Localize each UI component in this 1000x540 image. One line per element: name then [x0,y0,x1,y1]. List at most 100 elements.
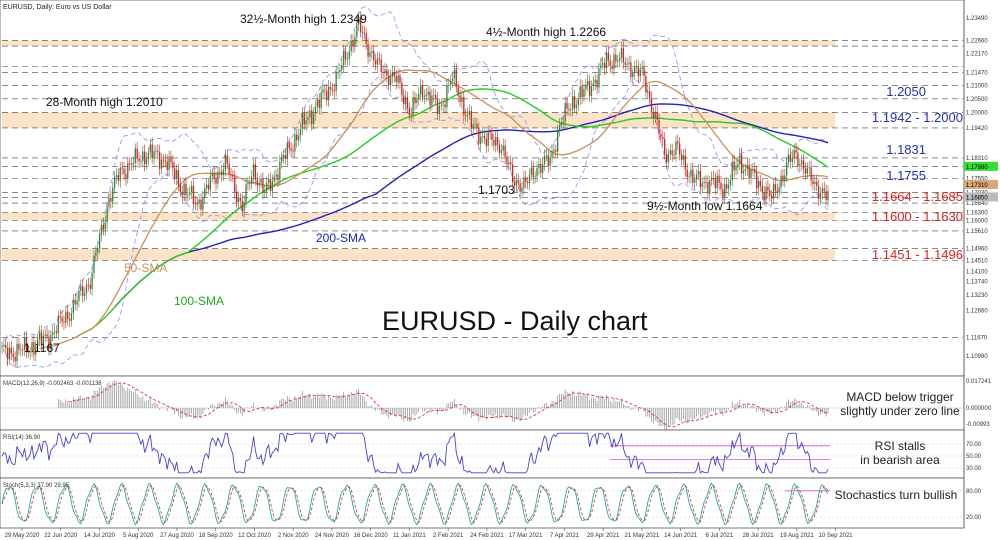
candle-body [802,160,805,169]
candle-body [761,185,763,193]
candle-body [85,284,88,294]
candle-body [194,202,197,204]
candle-body [296,134,298,141]
candle-body [123,168,125,175]
candle-body [83,293,86,296]
candle-body [703,182,705,184]
candle-body [209,175,212,190]
candle-body [603,63,606,69]
candle-body [714,178,717,189]
price-tick-label: 1.16640 [966,201,988,207]
candle-body [61,317,63,322]
annotation-low-1703: 1.1703 [478,183,515,197]
candle-body [264,191,266,193]
date-tick-label: 22 Jun 2020 [44,533,78,539]
candle-body [95,252,97,256]
candle-body [267,178,270,183]
price-tick-label: 1.22170 [966,52,988,58]
candle-body [380,59,382,73]
candle-body [774,184,777,191]
sma200-label: 200-SMA [316,231,366,245]
candle-body [21,349,24,351]
candle-body [684,155,686,170]
sma100-price-tag: 1.17980 [966,165,988,171]
candle-body [583,89,585,97]
candle-body [134,148,136,163]
candle-body [91,272,93,289]
candle-body [414,97,416,104]
candle-body [290,148,292,151]
candle-body [540,163,542,173]
price-tick-label: 1.21470 [966,71,988,77]
candle-body [406,97,409,108]
level-label-11600-11630: 1.1600 - 1.1630 [872,209,963,224]
candle-body [673,154,675,156]
candle-body [168,156,170,170]
price-tick-label: 1.16000 [966,218,988,224]
candle-body [363,32,365,34]
candle-body [207,184,210,190]
candle-body [605,52,608,69]
candle-body [517,180,519,184]
candle-body [27,351,29,353]
main-chart-label: EURUSD - Daily chart [382,306,648,336]
candle-body [376,58,379,65]
candle-body [14,356,16,362]
candle-body [164,160,166,162]
candle-body [455,69,457,87]
sma50-price-tag: 1.17310 [966,183,988,189]
candle-body [113,176,116,188]
horizontal-dashed-levels [2,40,963,338]
candle-body [545,155,548,157]
candle-body [630,62,632,77]
candle-body [230,174,232,176]
candle-body [369,52,371,57]
candle-body [624,62,626,65]
candle-body [793,149,795,158]
candle-body [222,169,225,176]
candle-body [701,183,703,187]
candle-body [466,114,469,116]
candle-body [232,175,234,177]
candle-body [429,91,431,106]
candle-body [100,224,103,235]
candle-body [757,181,760,189]
candle-body [649,91,651,99]
candle-body [568,108,570,110]
macd-note-line1: MACD below trigger [846,390,953,404]
candle-body [754,168,756,173]
candle-body [677,141,679,144]
candle-body [521,187,523,192]
candle-body [215,178,217,184]
candle-body [508,162,510,165]
candle-body [202,197,204,210]
macd-axis-label: 0.017241 [966,379,992,385]
price-tick-label: 1.21000 [966,83,988,89]
candle-body [419,84,422,95]
candle-body [558,125,561,132]
candle-body [647,91,649,93]
candle-body [37,339,39,347]
candle-body [348,51,350,59]
candle-body [560,123,563,126]
candle-body [374,60,377,65]
candle-body [358,17,360,25]
candle-body [776,190,778,193]
candle-body [575,104,578,108]
candle-body [243,202,245,211]
candle-body [825,191,827,201]
candle-body [128,162,131,165]
candle-body [436,98,439,114]
candle-body [643,67,645,77]
date-tick-label: 29 Apr 2021 [587,533,620,539]
candle-body [326,90,328,101]
candle-body [515,180,518,186]
candle-body [50,335,52,349]
candle-body [457,86,459,96]
candlesticks [1,11,829,368]
stoch-axis-label: 80.00 [966,489,982,495]
candle-body [622,48,625,63]
candle-body [226,155,228,164]
annotation-low-1664: 9½-Month low 1.1664 [647,199,763,213]
